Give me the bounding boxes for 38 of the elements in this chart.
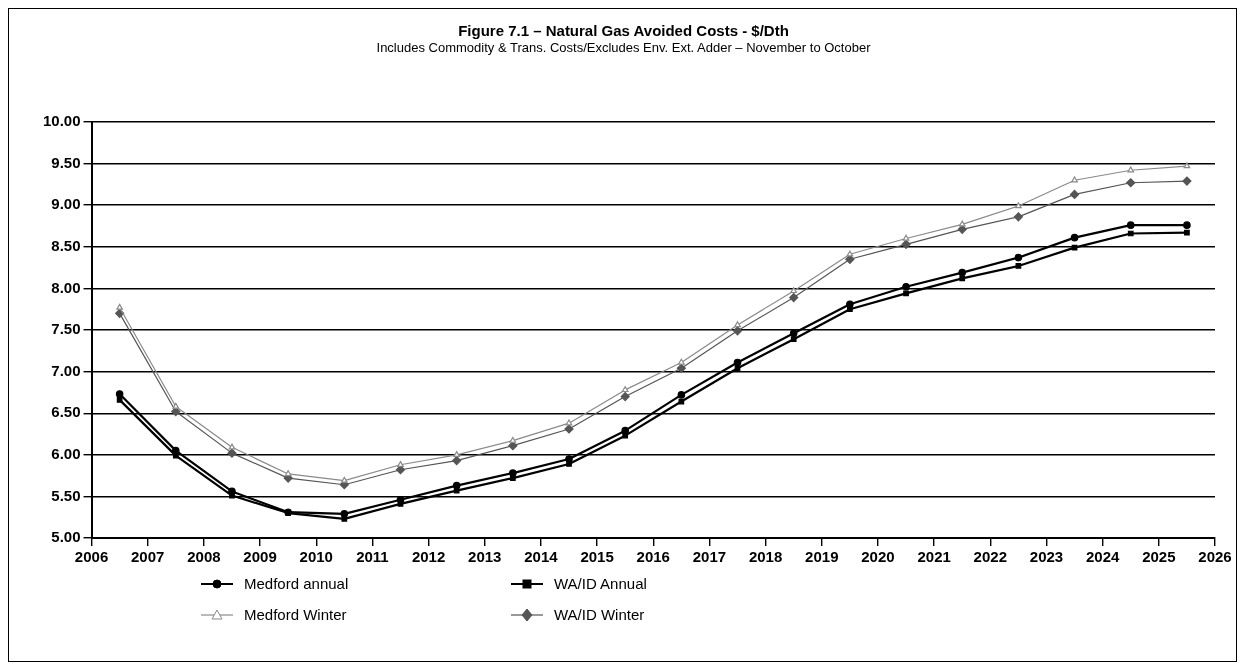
y-tick-label: 5.00 <box>51 528 81 546</box>
x-tick-label: 2019 <box>805 548 839 566</box>
x-tick-label: 2022 <box>973 548 1007 566</box>
y-tick-label: 9.50 <box>51 153 81 171</box>
x-tick-label: 2018 <box>748 548 783 566</box>
x-tick-label: 2015 <box>580 548 614 566</box>
y-tick-label: 7.00 <box>51 361 81 379</box>
x-tick-label: 2011 <box>356 548 389 566</box>
y-tick-label: 10.00 <box>42 112 81 130</box>
y-tick-label: 9.00 <box>51 195 81 213</box>
y-tick-label: 8.50 <box>51 236 81 254</box>
y-tick-label: 6.00 <box>51 444 81 462</box>
x-tick-label: 2007 <box>131 548 165 566</box>
x-tick-label: 2013 <box>468 548 502 566</box>
x-tick-label: 2006 <box>74 548 109 566</box>
legend-label: WA/ID Annual <box>554 575 647 592</box>
chart-title: Figure 7.1 – Natural Gas Avoided Costs - $/Dth <box>457 22 790 39</box>
x-tick-label: 2010 <box>299 548 333 566</box>
x-tick-label: 2017 <box>692 548 727 566</box>
chart-subtitle: Includes Commodity & Trans. Costs/Excludes Env. Ext. Adder – November to October <box>375 40 872 55</box>
x-tick-label: 2025 <box>1142 548 1176 566</box>
x-tick-label: 2026 <box>1198 548 1232 566</box>
x-tick-label: 2024 <box>1085 548 1120 566</box>
y-tick-label: 5.50 <box>51 486 81 504</box>
y-tick-label: 6.50 <box>51 403 81 421</box>
legend-label: WA/ID Winter <box>554 606 645 623</box>
y-tick-label: 7.50 <box>51 320 81 338</box>
legend-label: Medford Winter <box>244 606 347 623</box>
y-tick-label: 8.00 <box>51 278 81 296</box>
x-tick-label: 2008 <box>187 548 221 566</box>
x-tick-label: 2012 <box>411 548 446 566</box>
x-tick-label: 2020 <box>861 548 895 566</box>
legend-label: Medford annual <box>244 575 349 592</box>
x-tick-label: 2009 <box>243 548 277 566</box>
x-tick-label: 2016 <box>636 548 670 566</box>
x-tick-label: 2021 <box>917 548 951 566</box>
x-tick-label: 2014 <box>524 548 559 566</box>
x-tick-label: 2023 <box>1029 548 1064 566</box>
